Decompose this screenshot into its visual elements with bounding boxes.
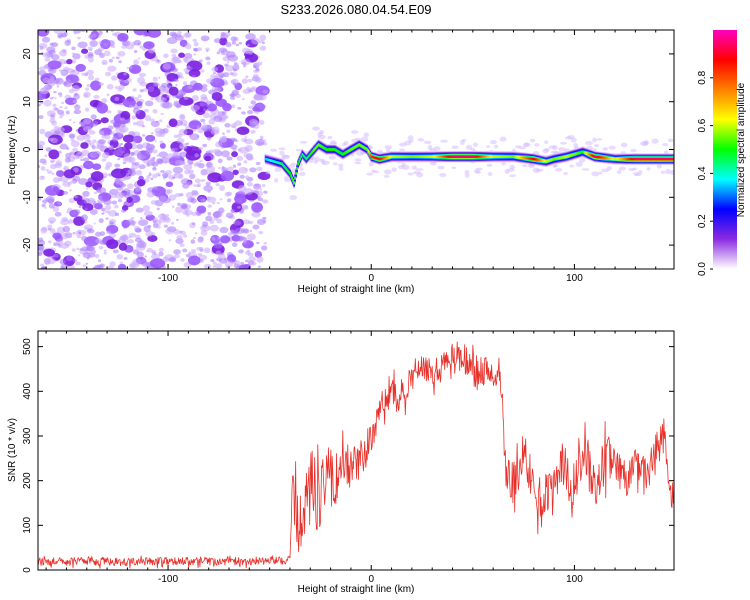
spectrogram-noise-region: [38, 30, 271, 269]
snr-y-label: SNR (10 * v/v): [7, 418, 18, 482]
y-tick-label: 10: [22, 96, 33, 108]
spectrogram-y-ticks: -20 -10 0 10 20: [22, 48, 674, 252]
colorbar-tick-label: 0.0: [697, 262, 708, 276]
x-tick-label: -100: [158, 273, 178, 284]
x-tick-label: -100: [158, 574, 178, 585]
spectrogram-signal-ridge: [264, 126, 674, 201]
y-tick-label: 500: [22, 338, 33, 355]
snr-y-ticks: 0 100 200 300 400 500: [22, 338, 674, 573]
colorbar-ticks: 0.0 0.2 0.4 0.6 0.8: [697, 70, 713, 276]
x-tick-label: 100: [566, 273, 583, 284]
snr-frame: [37, 330, 675, 571]
y-tick-label: 20: [22, 48, 33, 60]
y-tick-label: -10: [22, 190, 33, 205]
y-tick-label: -20: [22, 237, 33, 252]
snr-panel: -100 0 100 0 100 200 300 400 500 Height of stra…: [7, 330, 675, 595]
colorbar: 0.0 0.2 0.4 0.6 0.8 Normalized spectral ampl…: [697, 30, 747, 276]
chart-title: S233.2026.080.04.54.E09: [280, 2, 431, 17]
y-tick-label: 0: [22, 146, 33, 152]
snr-x-ticks: -100 0 100: [45, 331, 657, 585]
snr-x-label: Height of straight line (km): [298, 584, 415, 595]
colorbar-tick-label: 0.4: [697, 166, 708, 180]
colorbar-label: Normalized spectral amplitude: [736, 82, 747, 217]
spectrogram-y-label: Frequency (Hz): [7, 116, 18, 185]
colorbar-tick-label: 0.6: [697, 118, 708, 132]
y-tick-label: 400: [22, 383, 33, 400]
spectrogram-x-label: Height of straight line (km): [298, 284, 415, 295]
snr-series-line: [38, 341, 674, 569]
x-tick-label: 0: [368, 574, 374, 585]
colorbar-gradient: [713, 30, 737, 269]
colorbar-tick-label: 0.8: [697, 70, 708, 84]
y-tick-label: 200: [22, 472, 33, 489]
colorbar-tick-label: 0.2: [697, 214, 708, 228]
y-tick-label: 100: [22, 517, 33, 534]
spectrogram-x-ticks: -100 0 100: [45, 30, 657, 284]
y-tick-label: 0: [22, 567, 33, 573]
x-tick-label: 100: [566, 574, 583, 585]
x-tick-label: 0: [368, 273, 374, 284]
y-tick-label: 300: [22, 427, 33, 444]
